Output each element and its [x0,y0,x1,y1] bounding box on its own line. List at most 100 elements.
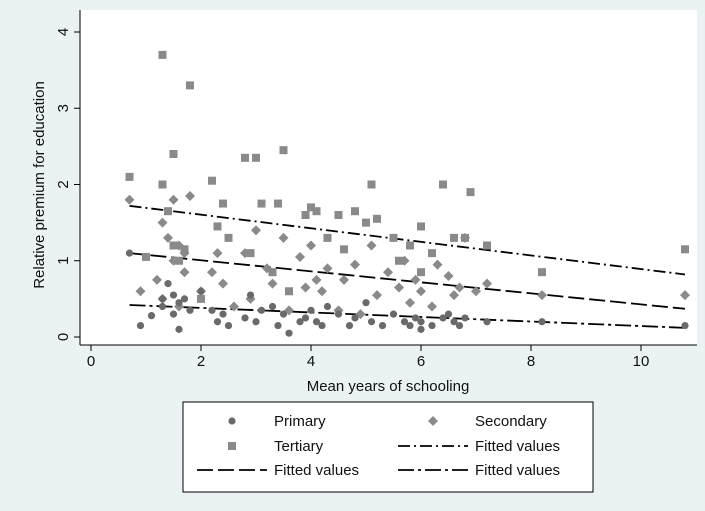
tertiary-point [428,249,436,258]
secondary-point [300,282,311,293]
primary-point [224,321,233,330]
primary-point [136,321,145,330]
tertiary-point [417,222,425,231]
primary-point [125,249,134,257]
tertiary-point [334,211,343,219]
primary-point [400,318,409,326]
tertiary-point [681,245,689,254]
tertiary-point [340,245,348,254]
tertiary-point [389,233,398,242]
secondary-point [405,297,415,308]
secondary-point [306,240,316,251]
primary-point [301,314,310,322]
primary-point [296,318,304,326]
secondary-point [449,290,459,301]
x-axis-label: Mean years of schooling [307,378,470,395]
secondary-point [124,194,135,205]
tertiary-point [257,199,266,208]
tertiary-point [312,207,321,216]
primary-point [169,310,178,318]
secondary-point [427,301,437,312]
tertiary-point [406,241,414,250]
y-axis-label: Relative premium for education [31,81,48,289]
fitted-line-long-dash-dot [129,304,686,329]
secondary-point [482,278,492,289]
primary-point [345,321,354,330]
y-tick-label: 1 [55,257,72,265]
secondary-point [366,240,377,251]
primary-point [208,306,216,314]
tertiary-point [125,172,134,181]
primary-point [334,310,343,318]
tertiary-point [439,180,447,189]
secondary-point [432,259,443,270]
tertiary-point [274,199,282,208]
y-tick-label: 0 [55,333,72,341]
x-tick-label: 4 [307,353,315,370]
primary-point [417,318,425,326]
tertiary-point [351,207,359,216]
legend-label: Fitted values [274,462,359,479]
primary-point [285,329,293,337]
primary-point [312,318,321,326]
tertiary-point [186,81,194,90]
primary-point [219,310,227,318]
plot-area [80,10,697,345]
secondary-point [322,263,333,274]
secondary-point [410,274,421,285]
primary-point [483,318,491,326]
fitted-line-long-dash [129,252,686,310]
secondary-point [174,240,184,251]
x-tick-label: 10 [633,353,650,370]
tertiary-point [466,188,475,197]
primary-point [318,321,326,330]
primary-point [450,318,458,326]
fit-lines [129,204,686,329]
primary-point [257,306,266,314]
tertiary-point [197,294,205,303]
tertiary-point [158,180,167,189]
secondary-point [207,267,217,278]
primary-point [378,321,387,330]
primary-point [389,310,398,318]
secondary-point [454,282,465,293]
tertiary-point [417,268,425,277]
y-tick-label: 4 [55,28,72,36]
tertiary-point [252,153,260,162]
primary-point [323,302,332,311]
secondary-point [278,232,289,243]
tertiary-point [362,218,370,227]
tertiary-point [219,199,227,208]
legend: Primary Secondary Tertiary Fitted values Fit… [197,413,560,479]
primary-point [158,302,167,311]
secondary-point [311,274,322,285]
tertiary-point [450,233,458,242]
tertiary-point [367,180,376,189]
fitted-line-dash-dot [129,204,686,276]
legend-label: Fitted values [475,462,560,479]
y-tick-label: 2 [55,180,72,188]
primary-point [444,310,453,318]
secondary-point [680,290,690,301]
tertiary-point [268,268,277,277]
primary-point [175,299,183,307]
axes [79,10,697,346]
primary-point [417,325,425,333]
primary-point [246,291,255,299]
tertiary-point [169,150,178,158]
tertiary-point [213,222,222,231]
y-tick-label: 3 [55,104,72,112]
legend-label: Fitted values [475,438,560,455]
tertiary-point [373,214,381,223]
primary-point [307,306,315,314]
primary-point [169,291,178,299]
legend-label: Secondary [475,413,547,430]
secondary-point [372,290,382,301]
secondary-point [163,232,173,243]
tertiary-point [285,287,293,296]
tertiary-point [175,256,183,265]
tertiary-point [301,211,310,219]
x-tick-label: 0 [87,353,95,370]
